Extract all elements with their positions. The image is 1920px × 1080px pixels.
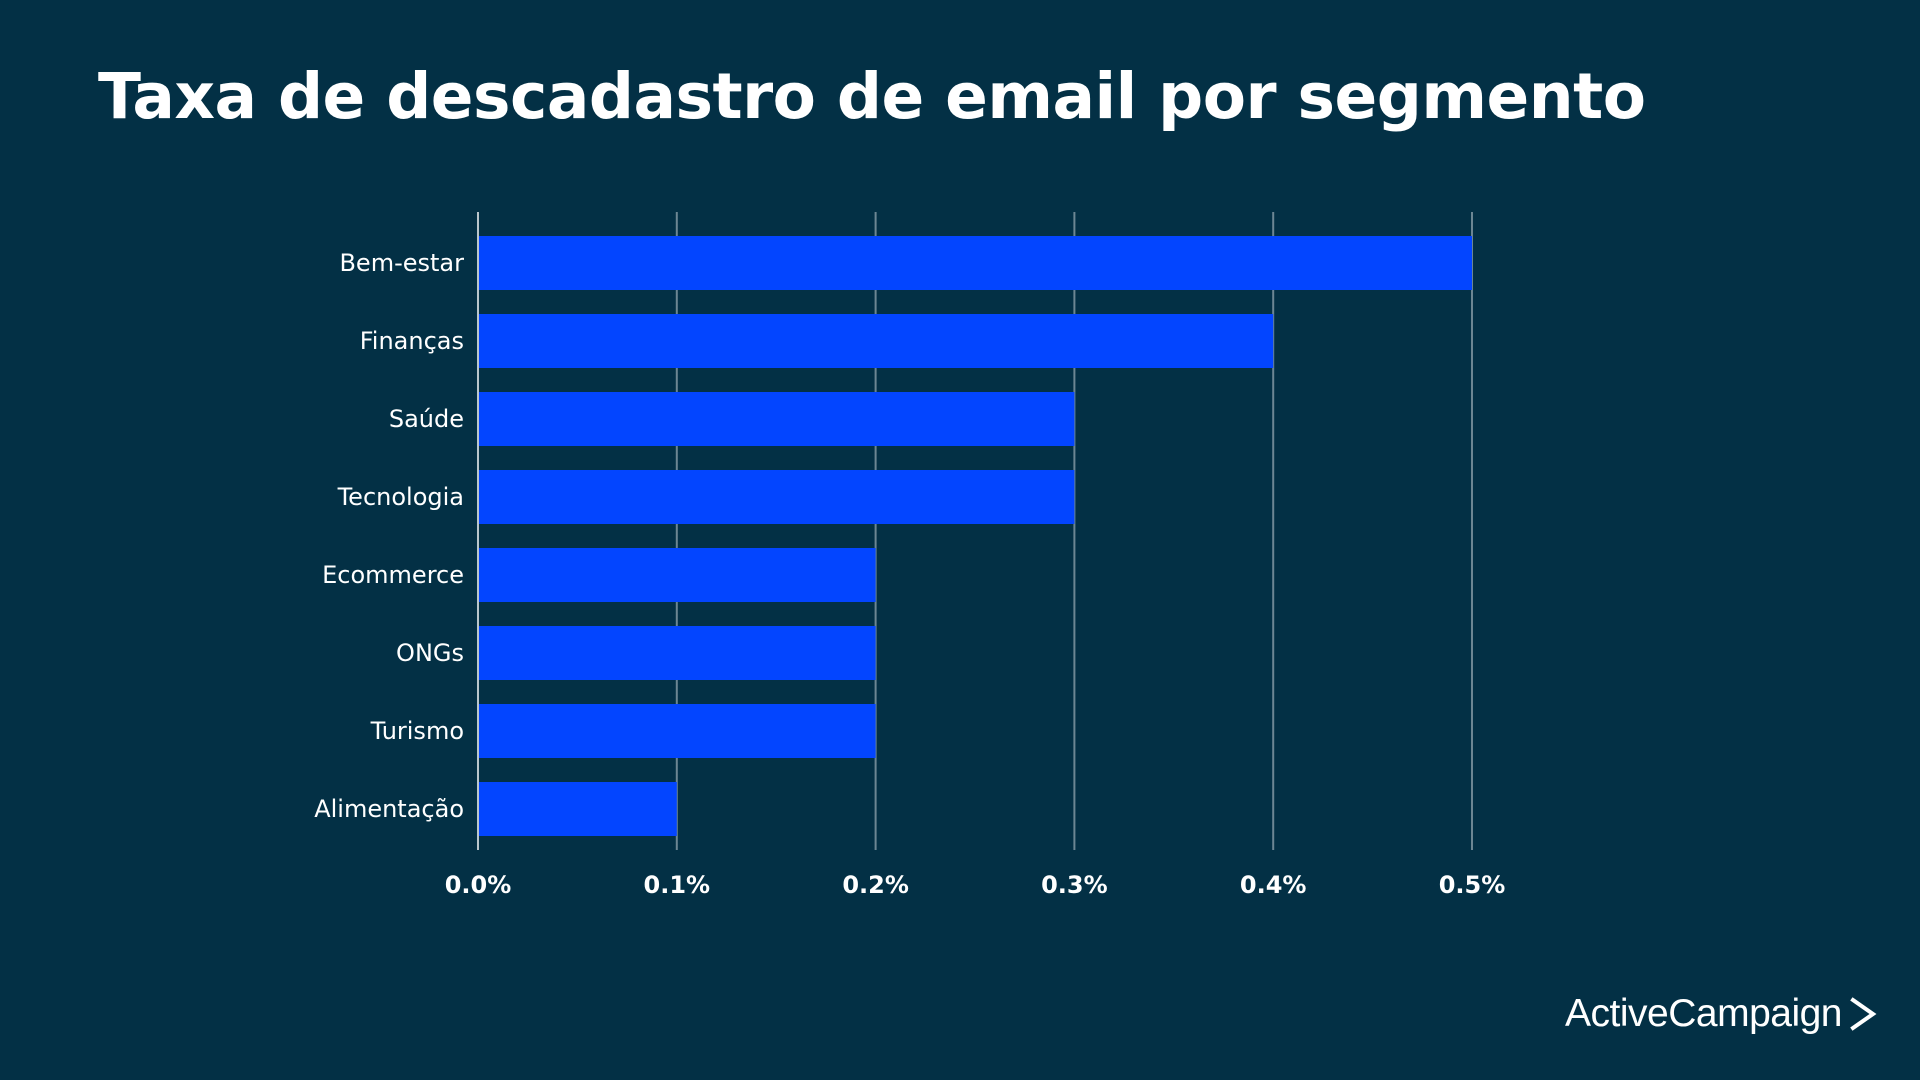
category-label: Tecnologia <box>337 483 464 511</box>
category-label: Finanças <box>360 327 464 355</box>
x-tick-label: 0.2% <box>842 871 909 899</box>
bar <box>478 782 677 836</box>
category-label: Ecommerce <box>322 561 464 589</box>
x-tick-label: 0.1% <box>644 871 711 899</box>
bar <box>478 392 1075 446</box>
bar <box>478 236 1472 290</box>
activecampaign-logo: ActiveCampaign <box>1565 992 1878 1036</box>
category-labels: Bem-estar Finanças Saúde Tecnologia Ecommerc… <box>314 249 464 823</box>
bar <box>478 470 1075 524</box>
chevron-right-icon <box>1850 997 1877 1031</box>
x-tick-label: 0.5% <box>1439 871 1506 899</box>
x-tick-label: 0.0% <box>445 871 512 899</box>
x-tick-label: 0.4% <box>1240 871 1307 899</box>
chart-title: Taxa de descadastro de email por segment… <box>98 60 1646 133</box>
category-label: Saúde <box>389 405 464 433</box>
bar <box>478 548 876 602</box>
category-label: Alimentação <box>314 795 464 823</box>
bar <box>478 314 1274 368</box>
x-tick-label: 0.3% <box>1041 871 1108 899</box>
category-label: Bem-estar <box>339 249 464 277</box>
x-tick-labels: 0.0% 0.1% 0.2% 0.3% 0.4% 0.5% <box>445 871 1506 899</box>
bars <box>478 236 1472 836</box>
category-label: Turismo <box>370 717 464 745</box>
brand-name: ActiveCampaign <box>1565 992 1842 1035</box>
category-label: ONGs <box>396 639 464 667</box>
bar <box>478 626 876 680</box>
bar <box>478 704 876 758</box>
